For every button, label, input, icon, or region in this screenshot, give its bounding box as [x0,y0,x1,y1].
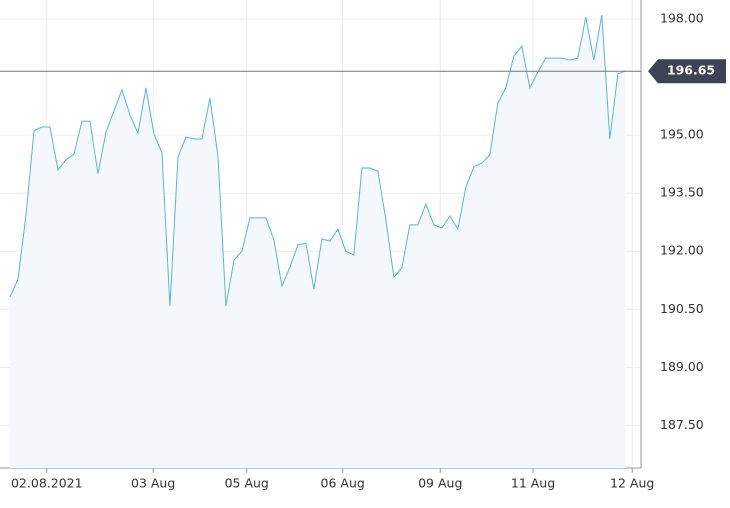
x-tick-label: 12 Aug [610,476,654,491]
y-tick-label: 195.00 [660,127,704,142]
y-tick-label: 190.50 [660,301,704,316]
x-tick-label: 05 Aug [225,476,269,491]
current-badge [648,59,726,84]
x-tick-label: 09 Aug [418,476,462,491]
y-tick-label: 187.50 [660,417,704,432]
line [9,15,626,307]
y-tick-label: 189.00 [660,359,704,374]
x-tick-label: 02.08.2021 [11,476,83,491]
x-tick-label: 03 Aug [131,476,175,491]
current-label: 196.65 [667,63,715,78]
x-tick-label: 11 Aug [511,476,555,491]
y-tick-label: 192.00 [660,243,704,258]
x-tick-label: 06 Aug [321,476,365,491]
area [10,15,626,469]
y-tick-label: 193.50 [660,185,704,200]
y-tick-label: 198.00 [660,10,704,25]
